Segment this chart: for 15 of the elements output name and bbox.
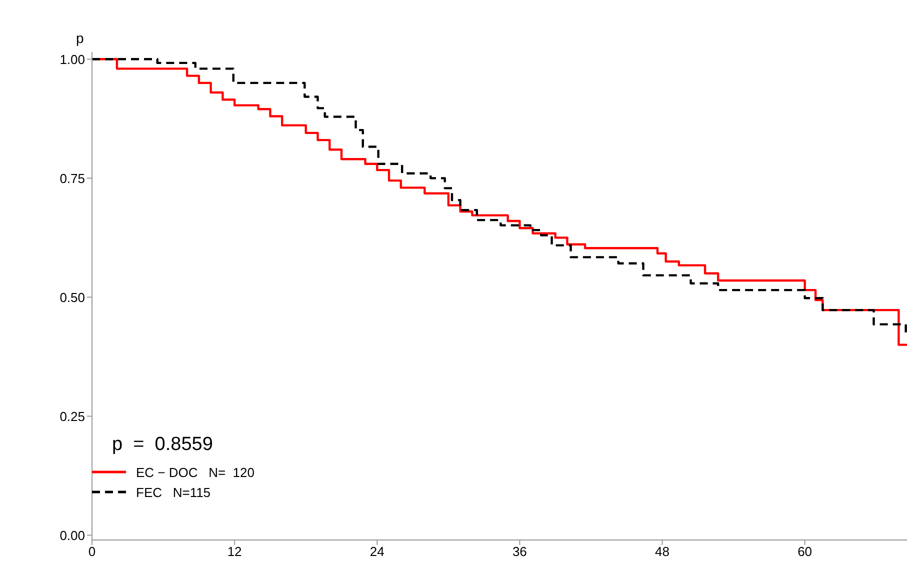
annotation: p = 0.8559 [112, 434, 213, 456]
x-tick-label: 12 [227, 544, 242, 560]
y-tick-label: 0.50 [60, 290, 85, 305]
x-tick-label: 0 [88, 544, 96, 560]
y-axis-title: p [76, 30, 84, 46]
x-tick-label: 24 [370, 544, 384, 560]
x-tick-label: 60 [798, 544, 812, 560]
legend-label: EC − DOC N= 120 [136, 464, 254, 480]
legend-label: FEC N=115 [136, 484, 211, 500]
y-tick-label: 1.00 [60, 52, 85, 67]
y-tick-label: 0.00 [60, 528, 85, 543]
y-tick-label: 0.75 [60, 170, 85, 186]
x-tick-label: 36 [512, 544, 527, 560]
x-tick-label: 48 [655, 544, 670, 560]
y-tick-label: 0.25 [60, 408, 85, 424]
